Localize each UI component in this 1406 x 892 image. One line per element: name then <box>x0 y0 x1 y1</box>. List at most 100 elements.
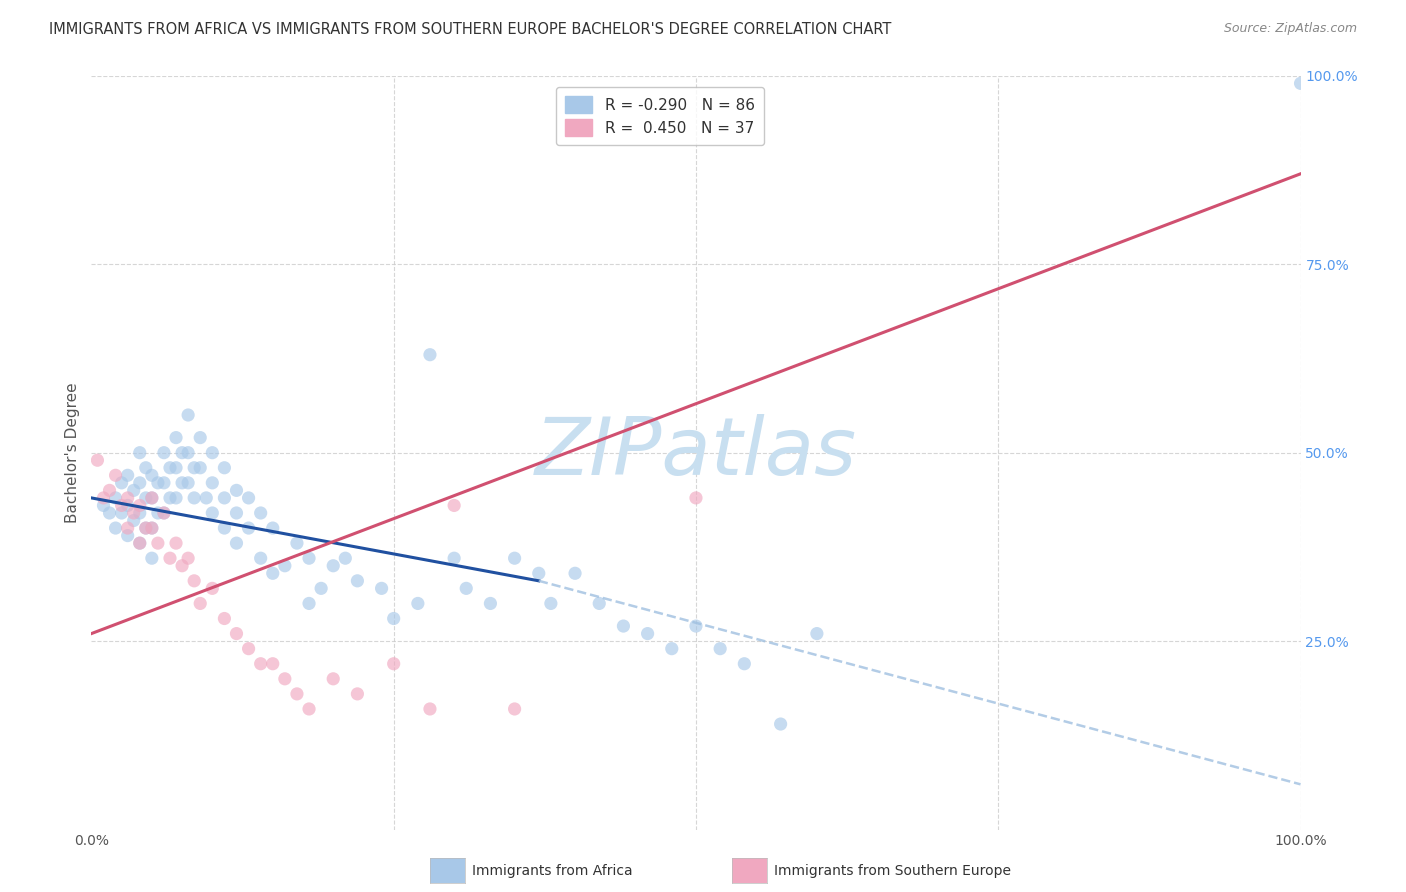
Point <box>382 657 405 671</box>
Point <box>98 483 121 498</box>
Point <box>769 717 792 731</box>
Text: IMMIGRANTS FROM AFRICA VS IMMIGRANTS FROM SOUTHERN EUROPE BACHELOR'S DEGREE CORR: IMMIGRANTS FROM AFRICA VS IMMIGRANTS FRO… <box>49 22 891 37</box>
Point <box>685 619 707 633</box>
Point <box>262 566 284 581</box>
Point <box>188 460 211 475</box>
Point <box>93 499 115 513</box>
Point <box>141 468 163 483</box>
Point <box>135 521 157 535</box>
Point <box>141 491 163 505</box>
Point <box>153 506 176 520</box>
Point <box>298 596 321 610</box>
Point <box>479 596 502 610</box>
Point <box>503 551 526 566</box>
Point <box>225 536 247 550</box>
Point <box>225 483 247 498</box>
Point <box>128 475 150 490</box>
Point <box>93 491 115 505</box>
Y-axis label: Bachelor's Degree: Bachelor's Degree <box>65 383 80 523</box>
Point <box>128 445 150 460</box>
Point <box>135 460 157 475</box>
Point <box>135 491 157 505</box>
Point <box>249 551 271 566</box>
Point <box>564 566 586 581</box>
Point <box>104 491 127 505</box>
Point <box>285 687 308 701</box>
Point <box>285 536 308 550</box>
Point <box>214 491 236 505</box>
Text: Immigrants from Southern Europe: Immigrants from Southern Europe <box>775 863 1011 878</box>
Point <box>249 506 271 520</box>
Point <box>214 460 236 475</box>
Point <box>135 521 157 535</box>
Point <box>346 687 368 701</box>
Point <box>503 702 526 716</box>
Point <box>262 657 284 671</box>
Legend: R = -0.290   N = 86, R =  0.450   N = 37: R = -0.290 N = 86, R = 0.450 N = 37 <box>555 87 763 145</box>
Point <box>225 506 247 520</box>
Point <box>159 491 181 505</box>
Point <box>177 408 200 422</box>
Point <box>98 506 121 520</box>
Point <box>111 475 132 490</box>
Point <box>141 521 163 535</box>
Point <box>238 641 260 656</box>
Point <box>201 582 224 596</box>
Point <box>177 475 200 490</box>
Point <box>122 483 145 498</box>
Point <box>335 551 357 566</box>
Point <box>153 506 176 520</box>
Point <box>225 626 247 640</box>
Point <box>346 574 368 588</box>
Point <box>165 536 187 550</box>
Point <box>443 499 465 513</box>
Point <box>146 475 169 490</box>
Point <box>177 551 200 566</box>
Point <box>201 475 224 490</box>
Point <box>117 499 139 513</box>
Point <box>274 672 297 686</box>
Point <box>214 611 236 625</box>
Point <box>165 491 187 505</box>
Point <box>201 445 224 460</box>
Point <box>172 475 194 490</box>
Point <box>86 453 108 467</box>
Point <box>146 536 169 550</box>
Point <box>128 499 150 513</box>
Point <box>122 514 145 528</box>
Point <box>146 506 169 520</box>
Point <box>733 657 755 671</box>
Point <box>370 582 392 596</box>
Point <box>322 558 344 573</box>
Point <box>322 672 344 686</box>
Point <box>183 574 205 588</box>
Point <box>128 536 150 550</box>
Point <box>612 619 634 633</box>
Text: ZIPatlas: ZIPatlas <box>534 414 858 491</box>
Point <box>274 558 297 573</box>
Point <box>177 445 200 460</box>
Point <box>141 491 163 505</box>
Point <box>201 506 224 520</box>
Text: Source: ZipAtlas.com: Source: ZipAtlas.com <box>1223 22 1357 36</box>
Point <box>806 626 828 640</box>
Point <box>117 468 139 483</box>
Point <box>165 431 187 445</box>
Point <box>1289 76 1312 90</box>
Point <box>406 596 429 610</box>
Point <box>419 702 441 716</box>
Point <box>111 506 132 520</box>
Point <box>298 551 321 566</box>
Point <box>443 551 465 566</box>
Point <box>195 491 218 505</box>
Point <box>141 521 163 535</box>
Point <box>128 536 150 550</box>
Point <box>588 596 610 610</box>
Point <box>382 611 405 625</box>
Point <box>117 521 139 535</box>
Point <box>141 551 163 566</box>
Point <box>456 582 478 596</box>
Text: Immigrants from Africa: Immigrants from Africa <box>472 863 633 878</box>
Point <box>153 445 176 460</box>
Point <box>238 491 260 505</box>
